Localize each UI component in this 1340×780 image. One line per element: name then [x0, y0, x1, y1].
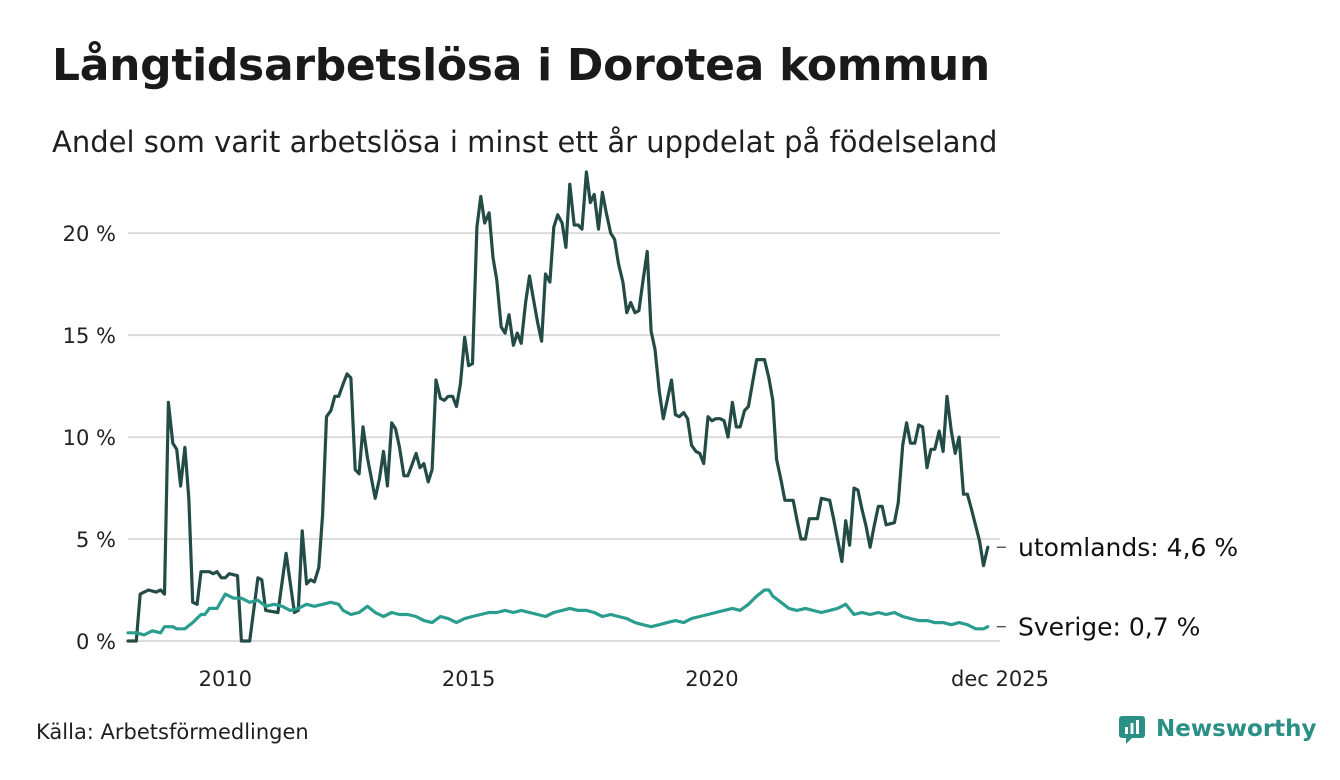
chart-subtitle: Andel som varit arbetslösa i minst ett å… — [52, 125, 998, 159]
series-end-labels: utomlands: 4,6 % Sverige: 0,7 % — [996, 533, 1238, 642]
brand-name: Newsworthy — [1156, 716, 1317, 742]
x-axis-ticks: 2010 2015 2020 dec 2025 — [199, 667, 1049, 691]
y-tick-label: 5 % — [76, 528, 116, 552]
series-lines — [126, 170, 990, 643]
series-line-utomlands — [126, 170, 990, 643]
y-axis-ticks: 0 % 5 % 10 % 15 % 20 % — [63, 222, 116, 654]
x-tick-label: 2020 — [685, 667, 738, 691]
y-tick-label: 0 % — [76, 630, 116, 654]
y-tick-label: 20 % — [63, 222, 116, 246]
x-tick-label: dec 2025 — [951, 667, 1049, 691]
x-tick-label: 2010 — [199, 667, 252, 691]
source-note: Källa: Arbetsförmedlingen — [36, 720, 309, 744]
x-tick-label: 2015 — [442, 667, 495, 691]
series-line-sverige — [126, 588, 990, 637]
brand-logo: Newsworthy — [1118, 714, 1317, 744]
series-end-label: Sverige: 0,7 % — [1018, 613, 1200, 642]
grid-lines — [128, 232, 1000, 642]
series-end-label: utomlands: 4,6 % — [1018, 533, 1238, 562]
y-tick-label: 10 % — [63, 426, 116, 450]
chart-title: Långtidsarbetslösa i Dorotea kommun — [52, 40, 990, 91]
newsworthy-logo-icon — [1119, 716, 1145, 744]
y-tick-label: 15 % — [63, 324, 116, 348]
